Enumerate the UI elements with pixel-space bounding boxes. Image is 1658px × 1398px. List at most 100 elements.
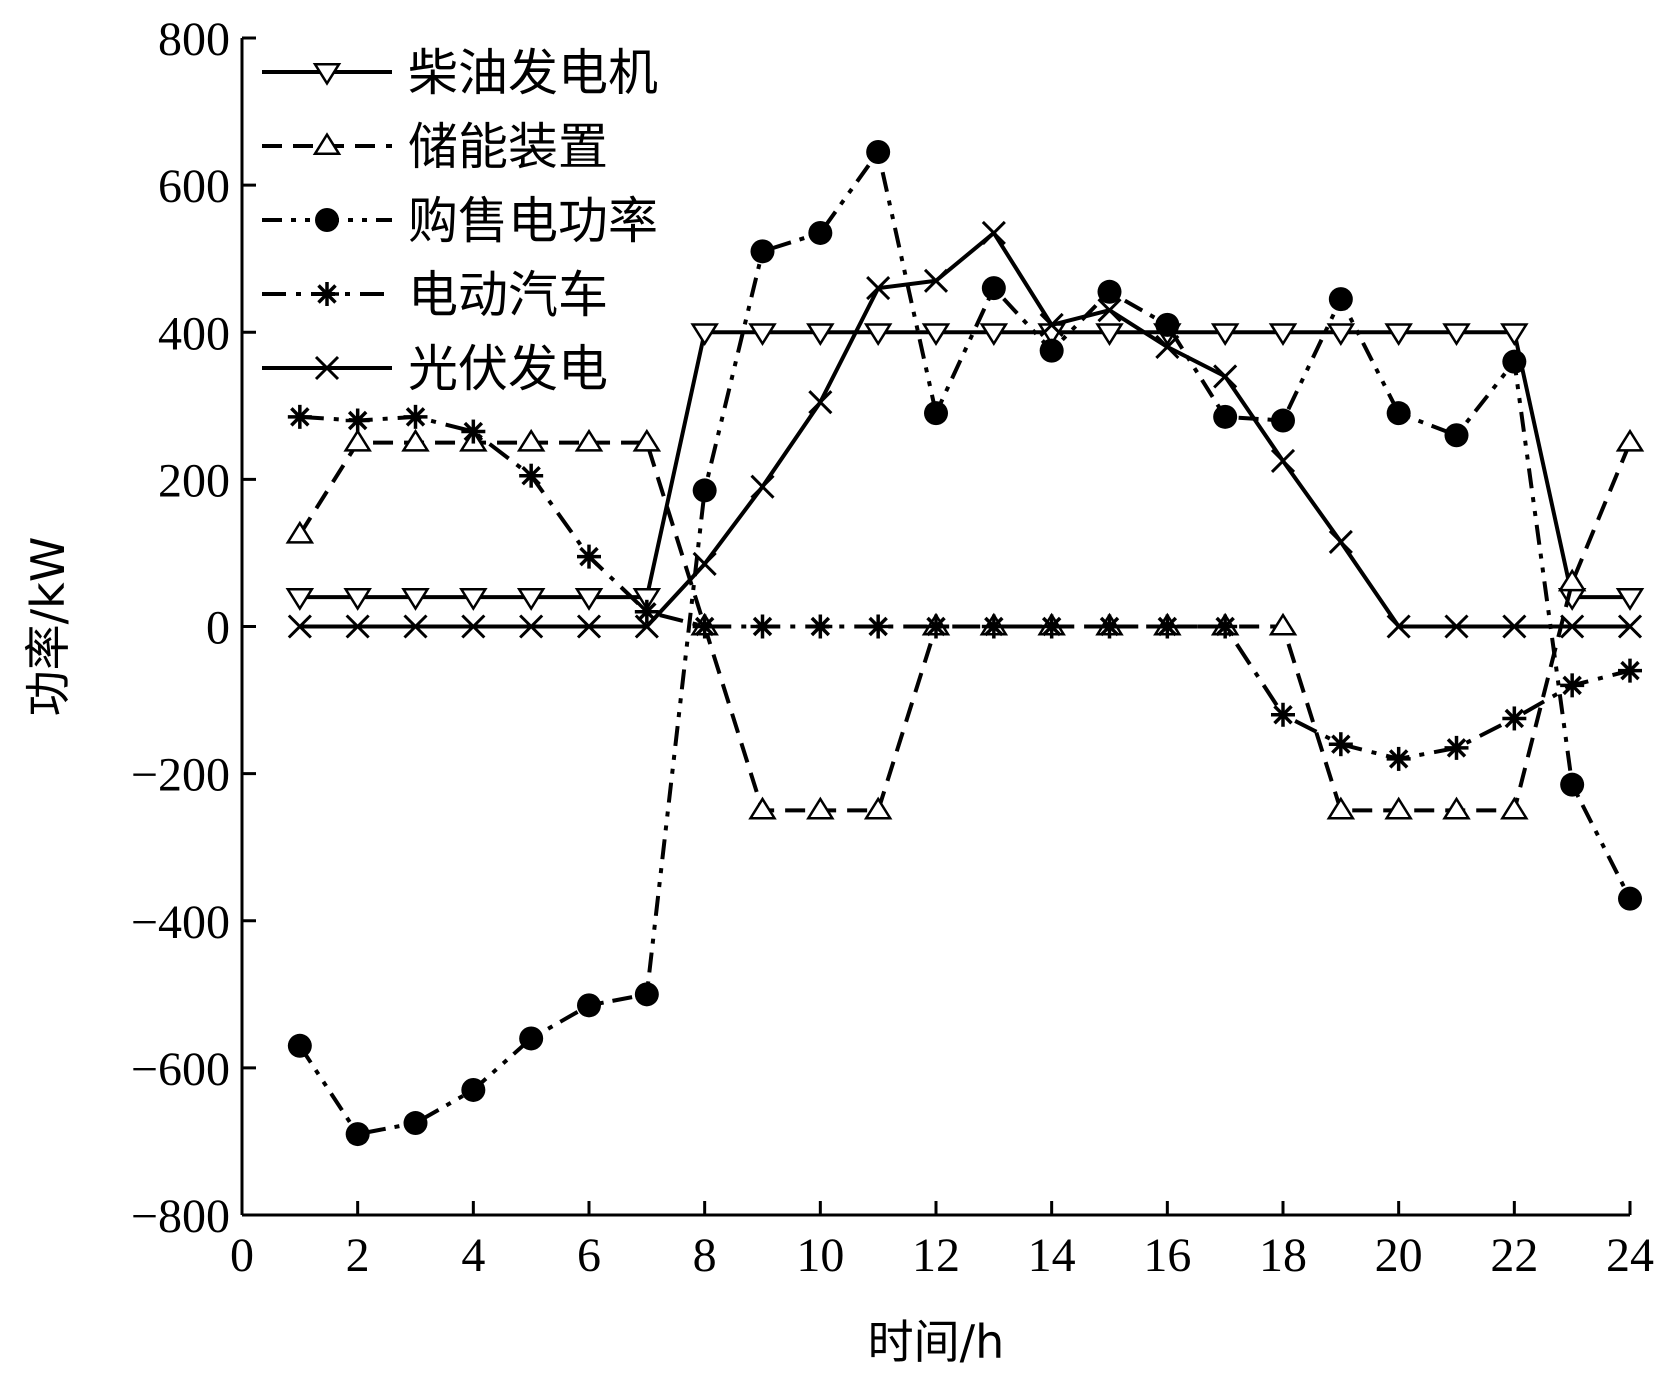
data-point	[924, 614, 948, 639]
data-point	[921, 323, 951, 347]
data-point	[1271, 408, 1295, 433]
x-tick-label: 18	[1259, 1229, 1307, 1282]
data-point	[519, 614, 544, 639]
data-point	[401, 428, 430, 452]
series-4	[287, 404, 1642, 771]
data-point	[1210, 323, 1240, 347]
data-point	[634, 599, 659, 624]
data-point	[1618, 658, 1642, 683]
data-point	[690, 323, 719, 347]
data-point	[1444, 614, 1469, 639]
data-point	[750, 474, 775, 499]
data-point	[634, 982, 659, 1007]
data-point	[806, 323, 835, 347]
x-axis-title: 时间/h	[868, 1315, 1005, 1369]
data-point	[979, 323, 1009, 347]
data-point	[1213, 614, 1238, 639]
data-point	[866, 276, 891, 301]
data-point	[287, 404, 312, 429]
data-point	[577, 544, 601, 569]
data-point	[1268, 323, 1298, 347]
legend-label: 购售电功率	[408, 192, 658, 250]
data-point	[1095, 323, 1124, 347]
data-point	[1155, 334, 1180, 360]
data-point	[287, 614, 312, 639]
data-point	[1444, 423, 1469, 448]
y-tick-label: −800	[131, 1190, 230, 1243]
y-tick-label: 600	[158, 160, 230, 213]
x-tick-label: 6	[577, 1229, 601, 1282]
data-point	[748, 796, 777, 820]
y-tick-label: −200	[131, 749, 230, 802]
data-point	[981, 614, 1006, 639]
y-tick-label: −600	[131, 1043, 230, 1096]
y-axis-title: 功率/kW	[21, 537, 75, 717]
x-tick-label: 8	[693, 1229, 717, 1282]
x-tick-label: 20	[1375, 1229, 1423, 1282]
data-point	[1442, 323, 1471, 347]
data-point	[981, 276, 1006, 301]
data-point	[574, 588, 604, 611]
data-point	[1039, 312, 1064, 337]
data-point	[403, 614, 428, 639]
data-point	[863, 323, 893, 347]
data-point	[692, 478, 717, 503]
data-point	[312, 62, 342, 86]
data-point	[981, 220, 1006, 246]
x-tick-label: 10	[796, 1229, 844, 1282]
data-point	[1502, 614, 1527, 639]
data-point	[516, 428, 546, 452]
data-point	[632, 428, 662, 452]
data-point	[287, 1033, 312, 1058]
data-point	[634, 614, 659, 639]
data-point	[924, 401, 948, 426]
data-point	[461, 419, 486, 444]
data-point	[285, 520, 315, 544]
data-point	[1500, 323, 1529, 347]
data-point	[1097, 279, 1122, 304]
y-tick-label: 0	[206, 602, 230, 655]
data-point	[1502, 706, 1527, 731]
data-point	[806, 796, 835, 820]
legend-item: 储能装置	[262, 118, 608, 176]
series-line	[299, 230, 1630, 629]
data-point	[1442, 796, 1471, 820]
data-point	[1618, 886, 1642, 911]
y-tick-label: −400	[131, 896, 230, 949]
legend-label: 储能装置	[408, 118, 608, 176]
data-point	[1097, 614, 1122, 639]
data-point	[576, 614, 602, 639]
data-point	[692, 614, 717, 639]
data-point	[285, 588, 315, 611]
data-point	[343, 588, 372, 611]
data-point	[345, 614, 370, 639]
x-tick-label: 0	[230, 1229, 254, 1282]
data-point	[459, 588, 488, 611]
data-point	[574, 428, 604, 452]
data-point	[315, 208, 339, 232]
data-point	[1615, 588, 1645, 611]
series-3	[287, 140, 1642, 1147]
data-point	[1213, 364, 1238, 389]
series-line	[299, 414, 1631, 761]
data-point	[1268, 612, 1298, 636]
y-tick-label: 400	[158, 307, 230, 360]
data-point	[1500, 796, 1529, 820]
data-point	[1384, 323, 1413, 347]
legend-item: 电动汽车	[262, 266, 608, 324]
data-point	[403, 1111, 428, 1136]
data-point	[345, 1122, 370, 1147]
legend-item: 柴油发电机	[262, 44, 658, 102]
y-tick-label: 200	[158, 454, 230, 507]
data-point	[1039, 614, 1064, 639]
data-point	[1328, 529, 1353, 554]
data-point	[808, 390, 833, 415]
data-point	[1617, 614, 1643, 639]
data-point	[312, 132, 342, 156]
data-point	[519, 463, 544, 488]
data-point	[1502, 349, 1527, 374]
data-point	[314, 355, 340, 381]
data-point	[1155, 614, 1180, 639]
